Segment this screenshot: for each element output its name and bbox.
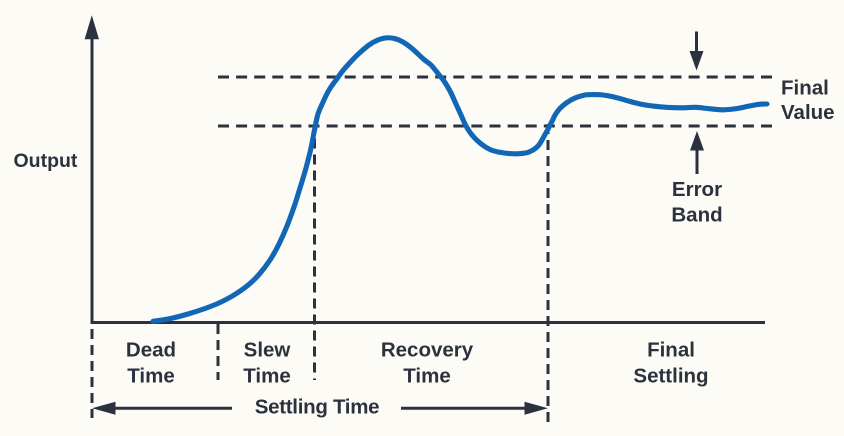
svg-text:Final: Final <box>647 338 695 361</box>
svg-text:Settling: Settling <box>633 365 708 388</box>
svg-text:Time: Time <box>127 365 174 388</box>
svg-text:Slew: Slew <box>244 338 291 361</box>
svg-text:Dead: Dead <box>126 338 176 361</box>
svg-text:Recovery: Recovery <box>381 338 474 361</box>
svg-text:Error: Error <box>672 178 722 201</box>
svg-text:Band: Band <box>671 204 722 227</box>
svg-text:Time: Time <box>403 365 450 388</box>
svg-text:Settling Time: Settling Time <box>255 396 379 419</box>
svg-text:Value: Value <box>781 101 835 124</box>
svg-text:Time: Time <box>243 365 290 388</box>
svg-text:Final: Final <box>781 77 829 100</box>
svg-text:Output: Output <box>14 150 78 172</box>
